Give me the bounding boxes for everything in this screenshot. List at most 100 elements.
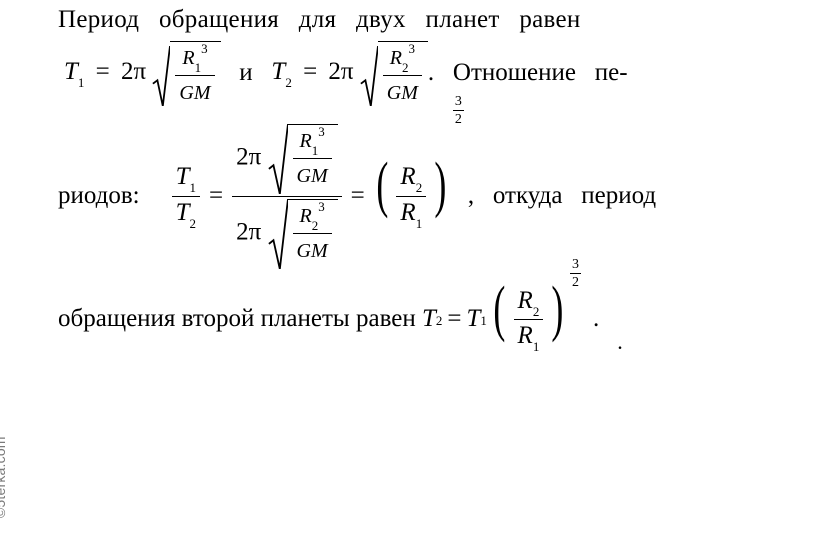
line4-head: обращения второй планеты равен [58,305,422,334]
numerator: R2 [514,287,544,317]
var-R: R [299,130,311,152]
var-T: T [176,199,190,226]
numerator: R2 [396,163,426,193]
paren-body: R2 R1 [392,163,430,229]
sub-2: 2 [533,304,540,319]
equals: = [209,182,223,211]
fraction-bar [175,75,214,76]
left-paren-icon: ( [376,163,388,229]
exp-num: 3 [453,94,464,109]
line-4: обращения второй планеты равен T2 = T1 (… [58,287,810,353]
sub-1: 1 [190,180,197,195]
radical-icon [268,199,288,269]
fraction: R13 GM [175,43,214,106]
paren-group: ( R2 R1 ) [372,163,451,229]
var-M: M [311,240,328,262]
numerator: R13 [295,126,328,156]
fraction-bar [383,75,422,76]
line-1: Период обращения для двух планет равен [58,6,810,35]
left-paren-icon: ( [493,287,505,353]
var-M: M [311,165,328,187]
paren-body: R2 R1 [510,287,548,353]
line-3: риодов: T1 T2 = 2π [58,124,810,269]
sup-3: 3 [201,41,208,56]
radical-icon [268,124,288,194]
denominator: GM [293,236,332,264]
equals: = [447,305,461,334]
numerator: R23 [386,43,419,73]
sub-2: 2 [416,180,423,195]
exp-den: 2 [453,112,464,127]
exp-den: 2 [570,275,581,290]
var-G: G [297,240,311,262]
denominator: GM [175,78,214,106]
var-T: T [466,305,480,334]
var-R: R [518,287,533,314]
var-R: R [518,322,533,349]
sub-2: 2 [402,60,409,75]
sub-2: 2 [436,314,443,329]
equals: = [351,182,365,211]
sqrt: R23 GM [360,41,428,106]
sup-3: 3 [408,41,415,56]
sqrt: R23 GM [268,199,338,269]
and-text: и [221,59,272,88]
equals: = [303,58,317,85]
var-T: T [422,305,436,334]
eq-T1: T1 = 2π R13 GM [64,41,221,106]
frac-R2R1: R2 R1 [396,163,426,229]
fraction-bar [570,273,581,274]
fraction: R13 GM [293,126,332,189]
fraction: R23 GM [293,201,332,264]
trailing-dot: . [617,329,623,354]
denominator: R1 [514,322,544,352]
denominator: T2 [172,199,200,229]
watermark: ©5terka.com [0,436,8,518]
exp-fraction: 3 2 [453,94,464,128]
var-T: T [271,58,285,85]
denominator: GM [383,78,422,106]
sqrt: R13 GM [152,41,220,106]
line3-head: риодов: [58,182,140,211]
fraction-bar [172,196,200,197]
denominator: R1 [396,199,426,229]
var-T: T [176,163,190,190]
fraction-bar [453,110,464,111]
fraction-bar [232,196,342,197]
sub-2: 2 [190,216,197,231]
sub-1: 1 [480,314,487,329]
line3-tail: , откуда период [468,182,656,211]
sub-1: 1 [195,60,202,75]
radicand: R13 GM [288,124,338,194]
sub-2: 2 [285,75,292,90]
line-2: T1 = 2π R13 GM [58,41,810,106]
var-G: G [387,82,401,104]
denominator: GM [293,161,332,189]
var-M: M [401,82,418,104]
content: Период обращения для двух планет равен T… [58,6,810,352]
var-G: G [297,165,311,187]
var-R: R [299,205,311,227]
frac-big: 2π R13 GM [232,124,342,269]
paren-exponent: 3 2 [566,257,585,291]
equals: = [96,58,110,85]
sub-1: 1 [416,216,423,231]
eq-T2: T2 = 2π R23 GM [271,41,428,106]
sub-1: 1 [312,143,319,158]
fraction: R23 GM [383,43,422,106]
radicand: R13 GM [170,41,220,106]
frac-R2R1: R2 R1 [514,287,544,353]
sub-1: 1 [533,339,540,354]
exp-fraction: 3 2 [570,257,581,291]
sub-2: 2 [312,218,319,233]
page: ©5terka.com Период обращения для двух пл… [0,0,834,538]
sub-1: 1 [78,75,85,90]
right-paren-icon: ) [552,287,564,353]
radicand: R23 GM [288,199,338,269]
denominator: 2π R23 GM [232,199,342,269]
numerator: R13 [178,43,211,73]
two-pi: 2π [236,218,261,245]
paren-exponent: 3 2 [449,94,468,128]
frac-T1T2: T1 T2 [172,163,200,229]
final-period: . [593,305,599,334]
